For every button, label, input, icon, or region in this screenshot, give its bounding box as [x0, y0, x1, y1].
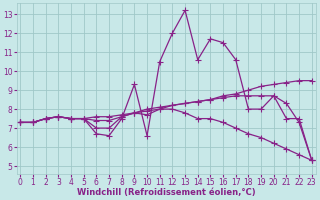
X-axis label: Windchill (Refroidissement éolien,°C): Windchill (Refroidissement éolien,°C) — [77, 188, 255, 197]
